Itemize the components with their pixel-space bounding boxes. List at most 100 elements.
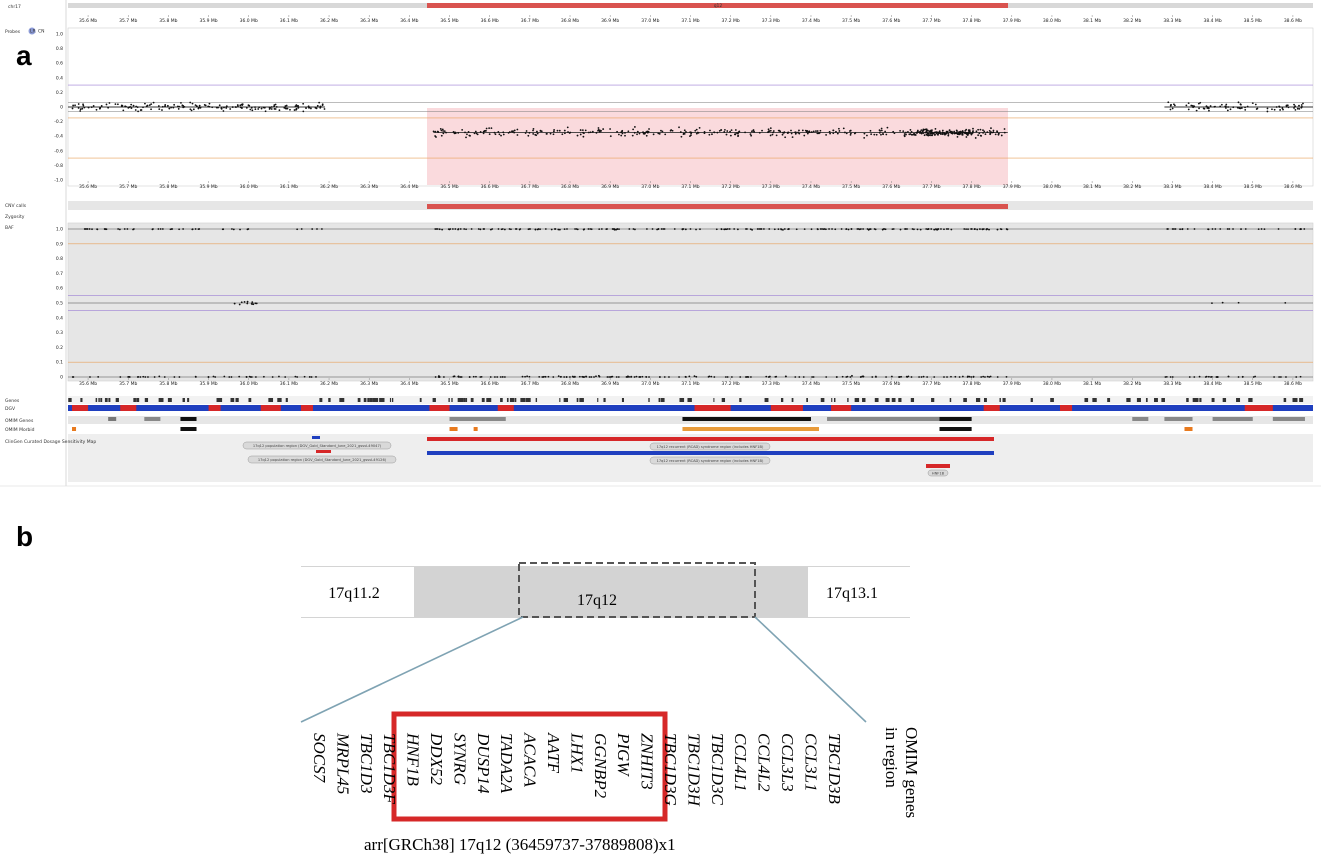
clingen-pill-hnf1b[interactable] (927, 469, 949, 477)
lr-point-199 (633, 131, 636, 134)
clingen-pill-1[interactable] (242, 441, 392, 450)
track-name-genes[interactable]: Genes (5, 398, 20, 404)
baf-point-14 (105, 228, 108, 231)
gene-mark-32 (1030, 398, 1033, 402)
gene-label-tbc1d3g: TBC1D3G (661, 733, 680, 806)
baf-point-22 (232, 228, 235, 231)
gene-mark-22 (1092, 398, 1097, 402)
lr-point-163 (140, 109, 143, 111)
baf-point-446 (910, 376, 913, 378)
lr-point-220 (750, 134, 753, 137)
lr-point-36 (135, 105, 138, 108)
clingen-pill-4[interactable] (649, 456, 771, 465)
lr-point-674 (1227, 106, 1229, 108)
gene-mark-16 (268, 398, 272, 402)
baf-point-467 (726, 376, 729, 378)
lr-point-321 (808, 131, 811, 134)
lr-point-728 (1238, 107, 1241, 110)
top-tick-label-18: 37.4 Mb (802, 18, 820, 24)
baf-point-156 (574, 228, 576, 230)
lr-point-677 (1254, 103, 1257, 106)
lr-point-517 (621, 129, 624, 132)
lr-toggle[interactable] (28, 27, 36, 35)
lr-point-276 (909, 129, 912, 131)
baf-point-291 (919, 228, 922, 231)
lr-point-286 (584, 129, 587, 132)
gene-label-tbc1d3f: TBC1D3F (380, 733, 399, 804)
lr-point-34 (305, 107, 307, 110)
lr-point-427 (598, 130, 601, 133)
lr-point-13 (142, 106, 144, 109)
omim-morbid-5 (939, 427, 972, 431)
clingen-small-gain[interactable] (312, 436, 320, 439)
track-name-omim-morbid[interactable]: OMIM Morbid (5, 427, 35, 433)
baf-point-235 (662, 228, 665, 230)
lr-tick-label-9: 36.5 Mb (440, 184, 458, 190)
baf-point-419 (645, 376, 648, 378)
lr-point-316 (532, 128, 535, 130)
lr-tick-label-8: 36.4 Mb (400, 184, 418, 190)
gene-mark-65 (949, 398, 952, 402)
lr-point-476 (545, 132, 548, 135)
track-name-zygosity[interactable]: Zygosity (5, 214, 25, 220)
gene-mark-73 (535, 398, 538, 402)
omim-label-line1: OMIM genes (902, 727, 921, 818)
cnv-call-deletion[interactable] (427, 204, 1008, 209)
baf-point-62 (245, 376, 248, 378)
omim-gene-2 (180, 417, 197, 421)
lr-point-660 (910, 130, 913, 133)
lr-point-75 (249, 108, 252, 111)
clingen-rcad-gain-bar[interactable] (427, 451, 994, 455)
track-name-omim-genes[interactable]: OMIM Genes (5, 418, 34, 424)
clingen-pill-2[interactable] (247, 455, 397, 464)
clingen-rcad-loss-bar[interactable] (427, 437, 994, 441)
lr-point-644 (958, 131, 960, 133)
gene-mark-4 (525, 398, 530, 402)
baf-point-84 (128, 375, 131, 378)
clingen-hnf1b-bar[interactable] (926, 464, 950, 468)
dgv-track-bar (68, 405, 1313, 411)
gene-mark-102 (136, 398, 140, 402)
gene-label-synrg: SYNRG (450, 733, 469, 785)
track-name-baf[interactable]: BAF (5, 225, 14, 231)
dgv-loss-segments (72, 405, 1273, 411)
track-name-clingen[interactable]: ClinGen Curated Dosage Sensitivity Map (5, 439, 96, 445)
gene-mark-115 (363, 398, 367, 402)
baf-panel (67, 222, 1314, 382)
lr-point-462 (783, 131, 786, 134)
lr-point-404 (880, 133, 882, 136)
track-name-cnv-calls[interactable]: CNV calls (5, 203, 27, 209)
lr-point-57 (100, 104, 103, 107)
lr-point-499 (576, 134, 579, 137)
lr-point-519 (749, 133, 752, 135)
lr-point-514 (566, 126, 569, 129)
gene-mark-113 (506, 398, 509, 402)
baf-point-329 (617, 376, 620, 378)
lr-tick-label-7: 36.3 Mb (360, 184, 378, 190)
lr-point-673 (1225, 107, 1227, 109)
clingen-pill-3[interactable] (649, 442, 771, 451)
gene-label-ddx52: DDX52 (427, 732, 446, 785)
gene-mark-79 (380, 398, 385, 402)
track-header-probes[interactable]: Probes LR CN (5, 27, 45, 36)
lr-point-503 (682, 132, 685, 135)
baf-point-201 (768, 228, 771, 230)
lr-ytick-5: 0 (60, 105, 63, 111)
lr-point-74 (284, 107, 287, 110)
lr-point-524 (695, 132, 698, 135)
lr-point-486 (781, 133, 784, 136)
lr-point-152 (199, 106, 202, 109)
cn-toggle-label[interactable]: CN (38, 29, 45, 35)
lr-point-654 (922, 132, 925, 135)
gene-mark-80 (389, 398, 392, 402)
lr-point-313 (697, 131, 700, 134)
track-name-dgv[interactable]: DGV (5, 406, 16, 412)
clingen-small-loss[interactable] (316, 450, 331, 453)
lr-point-158 (286, 107, 289, 110)
baf-point-440 (966, 376, 969, 378)
lr-point-17 (225, 107, 228, 109)
gene-mark-117 (108, 398, 110, 402)
baf-tick-label-27: 38.3 Mb (1163, 381, 1181, 387)
baf-point-52 (72, 376, 75, 378)
baf-point-47 (238, 375, 241, 378)
